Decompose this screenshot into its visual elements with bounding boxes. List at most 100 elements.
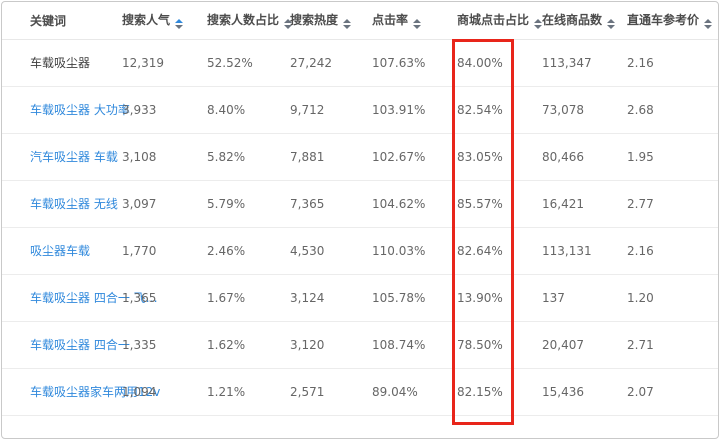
- keyword-cell[interactable]: 车载吸尘器 大功率: [2, 86, 130, 134]
- value-cell: 1,094: [122, 368, 207, 416]
- sort-arrows-icon[interactable]: [343, 19, 352, 30]
- value-cell: 2.07: [627, 368, 718, 416]
- value-cell: 78.50%: [457, 321, 542, 369]
- table-body: 车载吸尘器 12,319 52.52% 27,242 107.63% 84.00% 113,…: [2, 39, 718, 416]
- value-cell: 85.57%: [457, 180, 542, 228]
- value-cell: 5.79%: [207, 180, 290, 228]
- table-row: 车载吸尘器 四合一 1,335 1.62% 3,120 108.74% 78.50% 20,…: [2, 321, 718, 369]
- value-cell: 2.77: [627, 180, 718, 228]
- sort-arrows-icon[interactable]: [413, 19, 422, 30]
- keyword-cell[interactable]: 吸尘器车载: [2, 227, 122, 275]
- value-cell: 2.16: [627, 227, 718, 275]
- value-cell: 2.71: [627, 321, 718, 369]
- column-header[interactable]: 搜索人气: [122, 2, 207, 40]
- value-cell: 84.00%: [457, 39, 542, 87]
- sort-down-icon: [413, 25, 422, 30]
- sort-down-icon: [284, 25, 293, 30]
- value-cell: 110.03%: [372, 227, 457, 275]
- column-label: 商城点击占比: [457, 13, 530, 28]
- table-row: 汽车吸尘器 车载 3,108 5.82% 7,881 102.67% 83.05% 80,4…: [2, 133, 718, 181]
- table-row: 车载吸尘器 四合一 飞… 1,365 1.67% 3,124 105.78% 13.90%…: [2, 274, 718, 322]
- column-label: 在线商品数: [542, 13, 603, 28]
- table-row: 车载吸尘器 大功率 3,933 8.40% 9,712 103.91% 82.54% 73,…: [2, 86, 718, 134]
- value-cell: 2.46%: [207, 227, 290, 275]
- value-cell: 13.90%: [457, 274, 542, 322]
- value-cell: 1,365: [122, 274, 207, 322]
- keyword-cell[interactable]: 汽车吸尘器 车载: [2, 133, 122, 181]
- sort-up-icon: [607, 19, 616, 24]
- value-cell: 83.05%: [457, 133, 542, 181]
- sort-down-icon: [175, 25, 184, 30]
- column-header[interactable]: 点击率: [372, 2, 457, 40]
- column-header[interactable]: 商城点击占比: [457, 2, 543, 40]
- value-cell: 82.15%: [457, 368, 542, 416]
- value-cell: 105.78%: [372, 274, 457, 322]
- column-label: 搜索热度: [290, 13, 339, 28]
- value-cell: 3,124: [290, 274, 372, 322]
- sort-up-icon: [175, 19, 184, 24]
- keyword-cell[interactable]: 车载吸尘器家车两用12v: [2, 368, 160, 416]
- value-cell: 82.64%: [457, 227, 542, 275]
- value-cell: 12,319: [122, 39, 207, 87]
- value-cell: 113,347: [542, 39, 627, 87]
- value-cell: 15,436: [542, 368, 627, 416]
- value-cell: 2.68: [627, 86, 718, 134]
- keyword-cell[interactable]: 车载吸尘器 无线: [2, 180, 122, 228]
- column-label: 搜索人数占比: [207, 13, 280, 28]
- value-cell: 3,097: [122, 180, 207, 228]
- value-cell: 9,712: [290, 86, 372, 134]
- value-cell: 52.52%: [207, 39, 290, 87]
- value-cell: 107.63%: [372, 39, 457, 87]
- value-cell: 1,770: [122, 227, 207, 275]
- column-header[interactable]: 在线商品数: [542, 2, 627, 40]
- column-label: 点击率: [372, 13, 409, 28]
- sort-up-icon: [534, 19, 543, 24]
- column-label: 关键词: [30, 13, 67, 28]
- table-row: 车载吸尘器 12,319 52.52% 27,242 107.63% 84.00% 113,…: [2, 39, 718, 87]
- sort-arrows-icon[interactable]: [284, 19, 293, 30]
- sort-down-icon: [704, 25, 713, 30]
- value-cell: 5.82%: [207, 133, 290, 181]
- value-cell: 7,365: [290, 180, 372, 228]
- value-cell: 113,131: [542, 227, 627, 275]
- sort-arrows-icon[interactable]: [704, 19, 713, 30]
- value-cell: 8.40%: [207, 86, 290, 134]
- value-cell: 102.67%: [372, 133, 457, 181]
- sort-up-icon: [343, 19, 352, 24]
- sort-arrows-icon[interactable]: [607, 19, 616, 30]
- column-header[interactable]: 搜索人数占比: [207, 2, 293, 40]
- value-cell: 1.20: [627, 274, 718, 322]
- sort-down-icon: [534, 25, 543, 30]
- value-cell: 2,571: [290, 368, 372, 416]
- value-cell: 3,120: [290, 321, 372, 369]
- column-header: 关键词: [2, 2, 122, 40]
- value-cell: 1.62%: [207, 321, 290, 369]
- value-cell: 73,078: [542, 86, 627, 134]
- keyword-cell[interactable]: 车载吸尘器 四合一: [2, 321, 130, 369]
- column-header[interactable]: 直通车参考价: [627, 2, 718, 40]
- value-cell: 4,530: [290, 227, 372, 275]
- keyword-cell: 车载吸尘器: [2, 39, 122, 87]
- value-cell: 27,242: [290, 39, 372, 87]
- value-cell: 2.16: [627, 39, 718, 87]
- value-cell: 1.21%: [207, 368, 290, 416]
- value-cell: 80,466: [542, 133, 627, 181]
- value-cell: 1.67%: [207, 274, 290, 322]
- value-cell: 1.95: [627, 133, 718, 181]
- table-row: 吸尘器车载 1,770 2.46% 4,530 110.03% 82.64% 113,131…: [2, 227, 718, 275]
- sort-arrows-icon[interactable]: [175, 19, 184, 30]
- sort-up-icon: [413, 19, 422, 24]
- value-cell: 108.74%: [372, 321, 457, 369]
- sort-up-icon: [284, 19, 293, 24]
- keyword-cell[interactable]: 车载吸尘器 四合一 飞…: [2, 274, 158, 322]
- column-header[interactable]: 搜索热度: [290, 2, 372, 40]
- sort-arrows-icon[interactable]: [534, 19, 543, 30]
- value-cell: 82.54%: [457, 86, 542, 134]
- sort-down-icon: [607, 25, 616, 30]
- value-cell: 16,421: [542, 180, 627, 228]
- sort-up-icon: [704, 19, 713, 24]
- column-label: 直通车参考价: [627, 13, 700, 28]
- value-cell: 104.62%: [372, 180, 457, 228]
- table-row: 车载吸尘器 无线 3,097 5.79% 7,365 104.62% 85.57% 16,4…: [2, 180, 718, 228]
